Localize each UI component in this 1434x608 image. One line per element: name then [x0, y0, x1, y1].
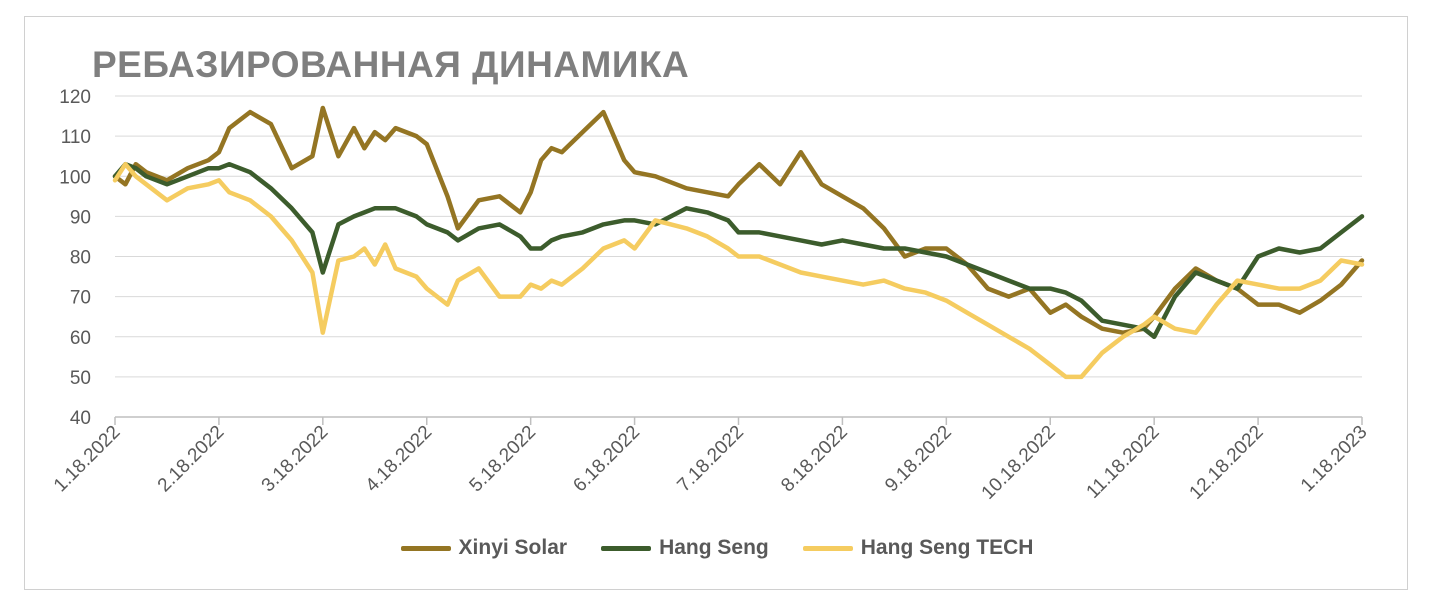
x-tick-label: 1.18.2022: [50, 422, 125, 497]
legend-swatch: [802, 545, 853, 551]
x-tick-label: 5.18.2022: [466, 422, 541, 497]
legend-item: Xinyi Solar: [400, 536, 568, 560]
x-tick-label: 2.18.2022: [154, 422, 229, 497]
x-tick-label: 8.18.2022: [777, 422, 852, 497]
y-tick-label: 100: [59, 167, 91, 188]
legend-swatch: [400, 545, 451, 551]
x-tick-label: 10.18.2022: [978, 422, 1060, 504]
y-tick-label: 70: [70, 288, 91, 309]
y-tick-label: 80: [70, 248, 91, 269]
x-tick-label: 12.18.2022: [1186, 422, 1268, 504]
legend-label: Hang Seng TECH: [860, 536, 1034, 559]
legend: Xinyi Solar Hang Seng Hang Seng TECH: [0, 536, 1434, 560]
series-line-1: [112, 161, 1365, 340]
x-tick-label: 11.18.2022: [1083, 422, 1164, 503]
y-tick-label: 90: [70, 207, 91, 228]
x-tick-label: 3.18.2022: [258, 422, 333, 497]
x-axis-ticks: 1.18.2022 2.18.2022 3.18.2022 4.18.2022 5.18…: [50, 417, 1372, 504]
y-tick-label: 50: [70, 368, 91, 389]
legend-label: Xinyi Solar: [458, 536, 568, 559]
legend-swatch: [601, 545, 652, 551]
legend-label: Hang Seng: [659, 536, 769, 559]
y-tick-label: 120: [59, 87, 91, 108]
x-tick-label: 7.18.2022: [673, 422, 748, 497]
x-tick-label: 1.18.2023: [1297, 422, 1372, 497]
gridlines: [115, 95, 1362, 378]
x-tick-label: 9.18.2022: [881, 422, 956, 497]
series-lines: [112, 105, 1365, 380]
x-tick-label: 6.18.2022: [569, 422, 644, 497]
y-tick-label: 60: [70, 328, 91, 349]
legend-item: Hang Seng TECH: [802, 536, 1034, 560]
y-tick-label: 40: [70, 408, 91, 429]
chart-frame: [24, 16, 1408, 590]
chart-title: РЕБАЗИРОВАННАЯ ДИНАМИКА: [92, 44, 690, 85]
y-tick-label: 110: [61, 127, 91, 148]
legend-item: Hang Seng: [601, 536, 769, 560]
x-tick-label: 4.18.2022: [362, 422, 437, 497]
series-line-2: [112, 161, 1365, 380]
y-axis-ticks: 40 50 60 70 80 90 100 110 120: [59, 87, 91, 429]
